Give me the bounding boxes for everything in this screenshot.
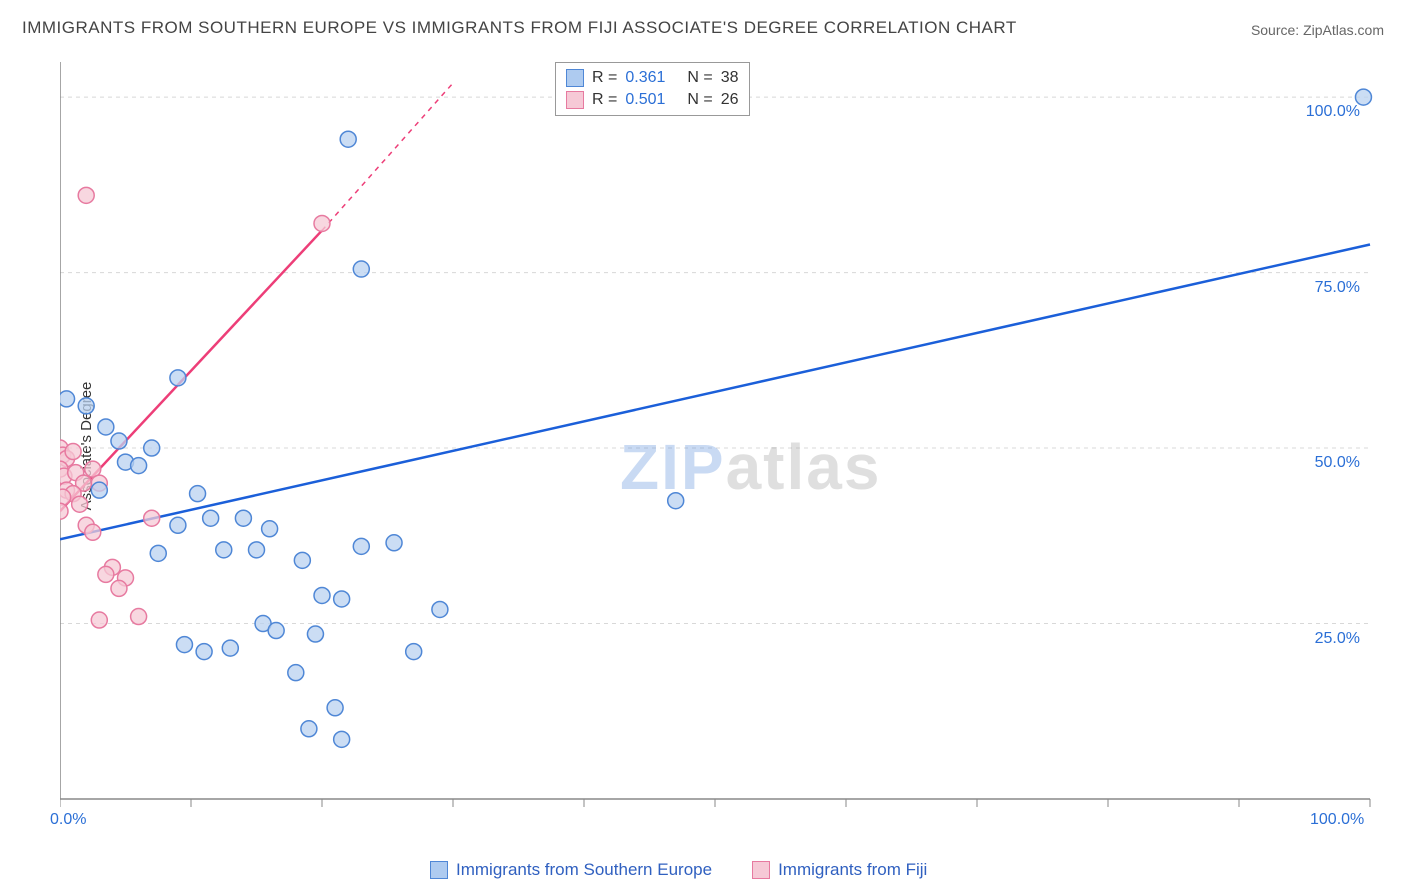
r-label: R = bbox=[592, 89, 617, 111]
legend-series: Immigrants from Southern Europe Immigran… bbox=[430, 860, 957, 880]
legend-item-series2: Immigrants from Fiji bbox=[752, 860, 927, 880]
n-label: N = bbox=[687, 89, 712, 111]
r-value-series1: 0.361 bbox=[625, 67, 665, 89]
legend-row-series1: R = 0.361 N = 38 bbox=[566, 67, 739, 89]
r-value-series2: 0.501 bbox=[625, 89, 665, 111]
source-label: Source: ZipAtlas.com bbox=[1251, 22, 1384, 38]
n-label: N = bbox=[687, 67, 712, 89]
n-value-series2: 26 bbox=[721, 89, 739, 111]
swatch-icon bbox=[752, 861, 770, 879]
y-tick-label: 50.0% bbox=[1290, 454, 1360, 472]
legend-label-series1: Immigrants from Southern Europe bbox=[456, 860, 712, 880]
legend-row-series2: R = 0.501 N = 26 bbox=[566, 89, 739, 111]
chart-title: IMMIGRANTS FROM SOUTHERN EUROPE VS IMMIG… bbox=[22, 18, 1017, 38]
y-tick-label: 100.0% bbox=[1290, 103, 1360, 121]
swatch-series2 bbox=[566, 91, 584, 109]
scatter-plot bbox=[60, 52, 1380, 827]
legend-label-series2: Immigrants from Fiji bbox=[778, 860, 927, 880]
y-tick-label: 25.0% bbox=[1290, 630, 1360, 648]
swatch-icon bbox=[430, 861, 448, 879]
r-label: R = bbox=[592, 67, 617, 89]
x-tick-label: 100.0% bbox=[1310, 811, 1364, 829]
y-tick-label: 75.0% bbox=[1290, 279, 1360, 297]
chart-area: 0.0%100.0%25.0%50.0%75.0%100.0% bbox=[60, 52, 1380, 827]
legend-correlation: R = 0.361 N = 38 R = 0.501 N = 26 bbox=[555, 62, 750, 116]
swatch-series1 bbox=[566, 69, 584, 87]
legend-item-series1: Immigrants from Southern Europe bbox=[430, 860, 712, 880]
x-tick-label: 0.0% bbox=[50, 811, 86, 829]
n-value-series1: 38 bbox=[721, 67, 739, 89]
